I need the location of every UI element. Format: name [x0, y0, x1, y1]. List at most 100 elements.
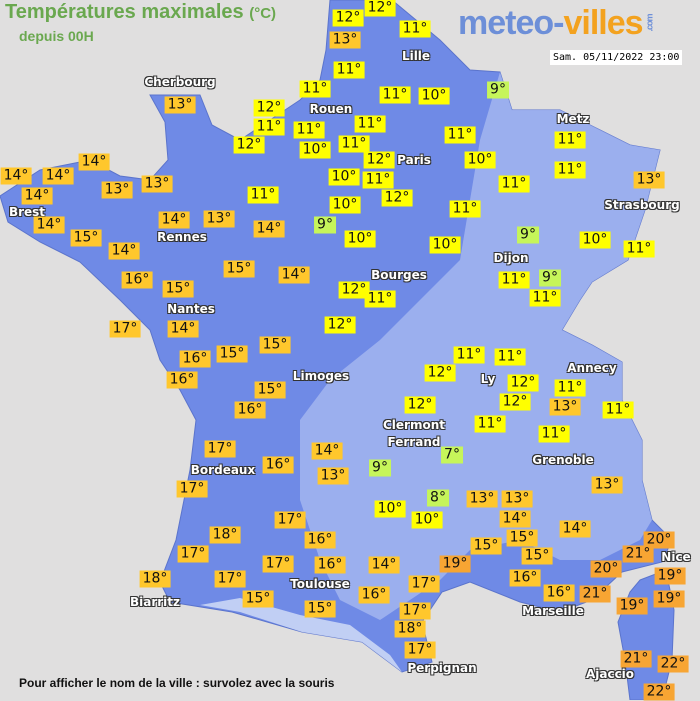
- temperature-marker[interactable]: 11°: [338, 135, 370, 153]
- temperature-marker[interactable]: 16°: [543, 584, 575, 602]
- temperature-marker[interactable]: 14°: [33, 216, 65, 234]
- temperature-marker[interactable]: 14°: [368, 556, 400, 574]
- temperature-marker[interactable]: 15°: [242, 590, 274, 608]
- temperature-marker[interactable]: 11°: [449, 200, 481, 218]
- temperature-marker[interactable]: 15°: [259, 336, 291, 354]
- temperature-marker[interactable]: 11°: [253, 118, 285, 136]
- temperature-marker[interactable]: 11°: [362, 171, 394, 189]
- temperature-marker[interactable]: 13°: [633, 171, 665, 189]
- temperature-marker[interactable]: 15°: [162, 280, 194, 298]
- temperature-marker[interactable]: 10°: [418, 87, 450, 105]
- temperature-marker[interactable]: 15°: [521, 547, 553, 565]
- temperature-marker[interactable]: 19°: [616, 597, 648, 615]
- temperature-marker[interactable]: 11°: [293, 121, 325, 139]
- temperature-marker[interactable]: 12°: [324, 316, 356, 334]
- temperature-marker[interactable]: 15°: [216, 345, 248, 363]
- temperature-marker[interactable]: 11°: [474, 415, 506, 433]
- temperature-marker[interactable]: 10°: [329, 196, 361, 214]
- temperature-marker[interactable]: 14°: [167, 320, 199, 338]
- temperature-marker[interactable]: 21°: [620, 650, 652, 668]
- temperature-marker[interactable]: 11°: [494, 348, 526, 366]
- temperature-marker[interactable]: 16°: [314, 556, 346, 574]
- temperature-marker[interactable]: 18°: [139, 570, 171, 588]
- temperature-marker[interactable]: 22°: [657, 655, 689, 673]
- temperature-marker[interactable]: 16°: [179, 350, 211, 368]
- temperature-marker[interactable]: 16°: [121, 271, 153, 289]
- temperature-marker[interactable]: 12°: [404, 396, 436, 414]
- temperature-marker[interactable]: 17°: [262, 555, 294, 573]
- temperature-marker[interactable]: 11°: [538, 425, 570, 443]
- temperature-marker[interactable]: 14°: [253, 220, 285, 238]
- temperature-marker[interactable]: 9°: [369, 459, 391, 477]
- temperature-marker[interactable]: 12°: [363, 151, 395, 169]
- temperature-marker[interactable]: 16°: [509, 569, 541, 587]
- temperature-marker[interactable]: 9°: [487, 81, 509, 99]
- temperature-marker[interactable]: 12°: [364, 0, 396, 17]
- temperature-marker[interactable]: 17°: [404, 641, 436, 659]
- temperature-marker[interactable]: 11°: [364, 290, 396, 308]
- temperature-marker[interactable]: 13°: [501, 490, 533, 508]
- temperature-marker[interactable]: 12°: [233, 136, 265, 154]
- temperature-marker[interactable]: 17°: [399, 602, 431, 620]
- temperature-marker[interactable]: 19°: [653, 590, 685, 608]
- temperature-marker[interactable]: 14°: [21, 187, 53, 205]
- temperature-marker[interactable]: 11°: [623, 240, 655, 258]
- temperature-marker[interactable]: 13°: [591, 476, 623, 494]
- temperature-marker[interactable]: 21°: [579, 585, 611, 603]
- temperature-marker[interactable]: 11°: [247, 186, 279, 204]
- temperature-marker[interactable]: 11°: [554, 161, 586, 179]
- temperature-marker[interactable]: 9°: [539, 269, 561, 287]
- temperature-marker[interactable]: 10°: [299, 141, 331, 159]
- temperature-marker[interactable]: 14°: [499, 510, 531, 528]
- temperature-marker[interactable]: 11°: [354, 115, 386, 133]
- temperature-marker[interactable]: 13°: [466, 490, 498, 508]
- temperature-marker[interactable]: 14°: [559, 520, 591, 538]
- temperature-marker[interactable]: 15°: [70, 229, 102, 247]
- temperature-marker[interactable]: 11°: [554, 131, 586, 149]
- temperature-marker[interactable]: 13°: [101, 181, 133, 199]
- temperature-marker[interactable]: 21°: [622, 545, 654, 563]
- meteo-villes-logo[interactable]: meteo-villes .com: [458, 4, 660, 43]
- temperature-marker[interactable]: 11°: [602, 401, 634, 419]
- temperature-marker[interactable]: 11°: [444, 126, 476, 144]
- temperature-marker[interactable]: 17°: [204, 440, 236, 458]
- temperature-marker[interactable]: 11°: [498, 271, 530, 289]
- temperature-marker[interactable]: 10°: [411, 511, 443, 529]
- temperature-marker[interactable]: 22°: [643, 683, 675, 701]
- temperature-marker[interactable]: 17°: [176, 480, 208, 498]
- temperature-marker[interactable]: 18°: [209, 526, 241, 544]
- temperature-marker[interactable]: 14°: [108, 242, 140, 260]
- temperature-marker[interactable]: 14°: [78, 153, 110, 171]
- temperature-marker[interactable]: 15°: [223, 260, 255, 278]
- temperature-marker[interactable]: 12°: [499, 393, 531, 411]
- temperature-marker[interactable]: 12°: [253, 99, 285, 117]
- temperature-marker[interactable]: 17°: [177, 545, 209, 563]
- temperature-marker[interactable]: 12°: [381, 189, 413, 207]
- temperature-marker[interactable]: 10°: [429, 236, 461, 254]
- temperature-marker[interactable]: 13°: [329, 31, 361, 49]
- temperature-marker[interactable]: 14°: [158, 211, 190, 229]
- temperature-marker[interactable]: 11°: [498, 175, 530, 193]
- temperature-marker[interactable]: 18°: [394, 620, 426, 638]
- temperature-marker[interactable]: 10°: [579, 231, 611, 249]
- temperature-marker[interactable]: 12°: [332, 9, 364, 27]
- temperature-marker[interactable]: 15°: [506, 529, 538, 547]
- temperature-marker[interactable]: 20°: [590, 560, 622, 578]
- temperature-marker[interactable]: 19°: [439, 555, 471, 573]
- temperature-marker[interactable]: 11°: [554, 379, 586, 397]
- temperature-marker[interactable]: 16°: [166, 371, 198, 389]
- temperature-marker[interactable]: 13°: [141, 175, 173, 193]
- temperature-marker[interactable]: 16°: [304, 531, 336, 549]
- temperature-marker[interactable]: 16°: [358, 586, 390, 604]
- temperature-marker[interactable]: 13°: [164, 96, 196, 114]
- temperature-marker[interactable]: 14°: [42, 167, 74, 185]
- temperature-marker[interactable]: 11°: [453, 346, 485, 364]
- temperature-marker[interactable]: 16°: [262, 456, 294, 474]
- temperature-marker[interactable]: 11°: [299, 80, 331, 98]
- temperature-marker[interactable]: 19°: [654, 567, 686, 585]
- temperature-marker[interactable]: 11°: [399, 20, 431, 38]
- temperature-marker[interactable]: 10°: [328, 168, 360, 186]
- temperature-marker[interactable]: 14°: [278, 266, 310, 284]
- temperature-marker[interactable]: 15°: [470, 537, 502, 555]
- temperature-marker[interactable]: 15°: [254, 381, 286, 399]
